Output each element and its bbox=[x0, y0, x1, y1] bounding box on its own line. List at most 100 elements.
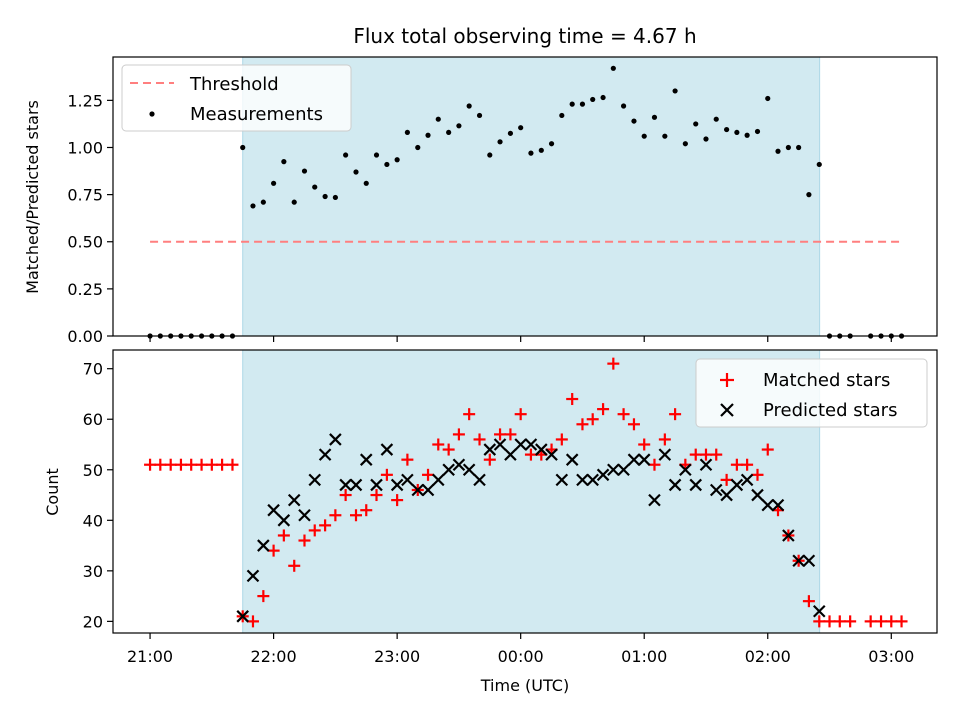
predicted-stars-point bbox=[421, 483, 435, 497]
bot-ytick-label: 50 bbox=[83, 461, 103, 480]
matched-stars-point bbox=[813, 615, 826, 628]
bottom-legend: Matched stars Predicted stars bbox=[695, 358, 928, 428]
matched-stars-point bbox=[586, 413, 599, 426]
measurement-point bbox=[446, 129, 452, 136]
legend-matched-label: Matched stars bbox=[763, 370, 890, 391]
predicted-stars-point-b bbox=[668, 478, 682, 492]
matched-stars-point bbox=[267, 544, 280, 557]
measurement-point bbox=[579, 101, 586, 107]
measurement-point bbox=[754, 128, 761, 135]
measurement-point bbox=[507, 130, 514, 136]
predicted-stars-point-b bbox=[596, 468, 610, 482]
measurement-point bbox=[600, 94, 606, 101]
measurement-point bbox=[631, 118, 637, 124]
predicted-stars-point bbox=[504, 448, 517, 461]
matched-stars-point bbox=[895, 615, 908, 628]
matched-stars-point bbox=[864, 615, 877, 628]
matched-stars-point bbox=[329, 509, 342, 522]
bottom-legend-box bbox=[695, 358, 928, 428]
predicted-stars-point bbox=[648, 493, 661, 507]
measurement-point bbox=[415, 144, 421, 151]
predicted-stars-point bbox=[668, 478, 682, 492]
measurement-point bbox=[343, 152, 349, 158]
matched-stars-point bbox=[823, 615, 836, 628]
predicted-stars-point bbox=[318, 448, 332, 461]
predicted-stars-point bbox=[462, 463, 476, 477]
measurement-point bbox=[363, 180, 369, 186]
matched-stars-point bbox=[669, 408, 682, 421]
matched-stars-point bbox=[185, 458, 198, 471]
predicted-stars-point-b bbox=[246, 569, 260, 583]
measurement-point bbox=[796, 144, 802, 151]
predicted-stars-point bbox=[298, 508, 311, 522]
measurement-point bbox=[662, 133, 668, 139]
bot-ytick-label: 70 bbox=[83, 360, 103, 379]
legend-predicted-label: Predicted stars bbox=[763, 400, 897, 421]
predicted-stars-point bbox=[287, 493, 301, 507]
predicted-stars-point-b bbox=[637, 453, 651, 466]
chart-title: Flux total observing time = 4.67 h bbox=[353, 24, 696, 48]
measurement-point bbox=[806, 192, 812, 198]
predicted-stars-point-b bbox=[761, 498, 775, 512]
predicted-stars-point bbox=[329, 433, 342, 446]
bot-ytick-label: 60 bbox=[83, 410, 103, 429]
matched-stars-point bbox=[751, 468, 764, 481]
matched-stars-point bbox=[741, 458, 754, 471]
matched-stars-point bbox=[699, 448, 712, 461]
matched-stars-point bbox=[875, 615, 888, 628]
matched-stars-point bbox=[504, 428, 517, 441]
predicted-stars-point bbox=[782, 529, 795, 542]
legend-threshold-label: Threshold bbox=[189, 74, 279, 95]
predicted-stars-point-b bbox=[483, 443, 497, 456]
predicted-stars-point-b bbox=[730, 478, 744, 492]
measurement-point bbox=[332, 194, 338, 201]
measurement-point bbox=[641, 133, 647, 139]
predicted-stars-point bbox=[483, 443, 497, 456]
predicted-stars-point bbox=[411, 483, 425, 497]
predicted-stars-point bbox=[596, 468, 610, 482]
measurement-point bbox=[569, 101, 575, 107]
predicted-stars-point-b bbox=[617, 463, 630, 477]
predicted-stars-point-b bbox=[576, 473, 589, 487]
matched-stars-point bbox=[360, 504, 373, 517]
predicted-stars-point bbox=[699, 458, 713, 471]
predicted-stars-point bbox=[545, 448, 558, 461]
top-ytick-label: 1.00 bbox=[67, 138, 103, 157]
matched-stars-point bbox=[617, 408, 630, 421]
measurement-point bbox=[693, 121, 699, 127]
measurement-point bbox=[404, 129, 410, 136]
legend-measurements-label: Measurements bbox=[190, 104, 323, 125]
matched-stars-point bbox=[422, 468, 435, 481]
predicted-stars-point-b bbox=[298, 508, 311, 522]
measurement-point bbox=[590, 96, 596, 103]
bottom-y-axis-label: Count bbox=[43, 468, 62, 516]
matched-stars-point bbox=[514, 408, 527, 421]
top-ytick-label: 1.25 bbox=[67, 91, 103, 110]
measurement-point bbox=[425, 132, 431, 138]
predicted-stars-point bbox=[802, 554, 816, 568]
predicted-stars-point-b bbox=[462, 463, 476, 477]
measurement-point bbox=[713, 116, 719, 122]
measurement-point bbox=[476, 112, 483, 119]
matched-stars-point bbox=[226, 458, 239, 471]
measurement-point bbox=[538, 147, 544, 153]
measurement-point bbox=[353, 169, 359, 175]
predicted-stars-point bbox=[493, 438, 507, 451]
predicted-stars-point-b bbox=[740, 473, 754, 487]
predicted-stars-point-b bbox=[679, 463, 692, 477]
bot-xtick-label: 00:00 bbox=[498, 647, 544, 666]
bot-ytick-label: 40 bbox=[83, 511, 103, 530]
predicted-stars-point-b bbox=[287, 493, 301, 507]
measurement-point bbox=[765, 95, 771, 102]
matched-stars-point bbox=[802, 595, 815, 608]
legend-predicted-swatch bbox=[720, 403, 734, 417]
predicted-stars-point-b bbox=[442, 463, 455, 477]
measurement-point bbox=[785, 144, 791, 151]
matched-stars-point bbox=[494, 428, 507, 441]
bot-ytick-label: 30 bbox=[83, 562, 103, 581]
predicted-stars-point-b bbox=[452, 458, 466, 471]
predicted-stars-point bbox=[555, 473, 569, 487]
matched-stars-point bbox=[370, 489, 383, 502]
predicted-stars-point-b bbox=[411, 483, 425, 497]
predicted-stars-point-b bbox=[648, 493, 661, 507]
